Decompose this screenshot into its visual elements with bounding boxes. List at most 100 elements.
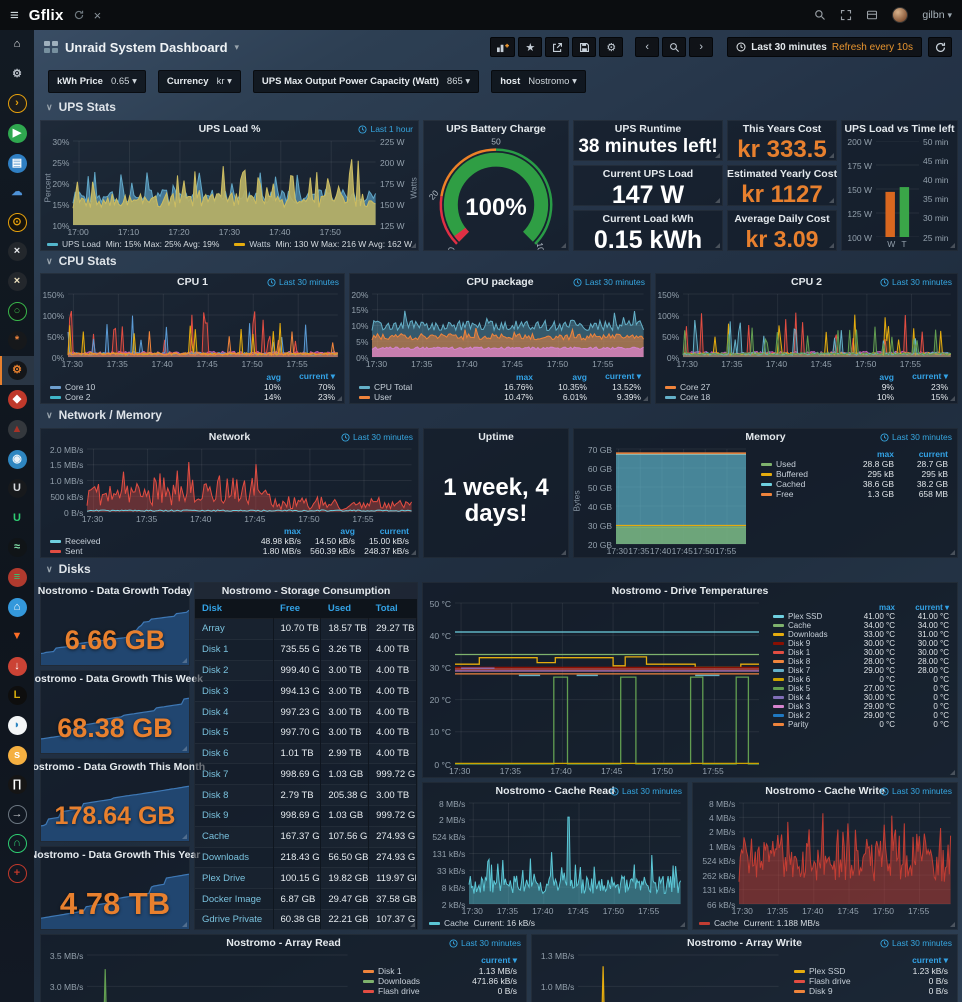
panel-title[interactable]: Uptime [478, 431, 514, 443]
sidebar-item-red-ring-app-icon[interactable]: + [0, 859, 34, 889]
legend-series[interactable]: Cached 38.6 GB 38.2 GB [758, 479, 951, 489]
panel-title[interactable]: CPU package [466, 276, 534, 288]
legend-series[interactable]: Disk 9 30.00 °C 30.00 °C [771, 639, 951, 648]
time-back-button[interactable]: ‹ [635, 37, 660, 57]
panel-title[interactable]: Current UPS Load [602, 168, 694, 180]
legend-series[interactable]: UPS Load Min: 15% Max: 25% Avg: 19% [47, 239, 219, 249]
sidebar-item-search-app-icon[interactable]: ⊙ [0, 208, 34, 238]
time-picker[interactable]: Last 30 minutes Refresh every 10s [727, 37, 922, 57]
legend-series[interactable]: Disk 1 1.13 MB/s [360, 966, 520, 976]
panel-title[interactable]: Network [208, 431, 251, 443]
panel-timerange[interactable]: Last 30 minutes [449, 938, 521, 948]
panel-title[interactable]: UPS Runtime [614, 123, 682, 135]
legend-series[interactable]: Free 1.3 GB 658 MB [758, 489, 951, 499]
legend-series[interactable]: Disk 3 29.00 °C 0 °C [771, 702, 951, 711]
sidebar-item-red-shield-app-icon[interactable]: ◆ [0, 385, 34, 415]
legend-series[interactable]: Watts Min: 130 W Max: 216 W Avg: 162 W [234, 239, 412, 249]
hamburger-menu-icon[interactable]: ≡ [10, 6, 19, 24]
legend-series[interactable]: Plex SSD 41.00 °C 41.00 °C [771, 612, 951, 621]
refresh-button[interactable] [928, 37, 952, 57]
legend-series[interactable]: Disk 4 30.00 °C 0 °C [771, 693, 951, 702]
sidebar-item-gear-icon[interactable]: ⚙ [0, 60, 34, 90]
panel-title[interactable]: Memory [745, 431, 786, 443]
column-header[interactable]: Total [368, 599, 417, 619]
legend-series[interactable]: Plex SSD 1.23 kB/s [791, 966, 951, 976]
sidebar-item-plex-app-icon[interactable]: › [0, 89, 34, 119]
sidebar-item-white-cross-app-icon[interactable]: × [0, 237, 34, 267]
sidebar-item-home-icon[interactable]: ⌂ [0, 30, 34, 60]
sidebar-item-red-download-app-icon[interactable]: ↓ [0, 651, 34, 681]
legend-series[interactable]: Flash drive 0 B/s [360, 986, 520, 996]
panel-title[interactable]: Nostromo - Cache Read [495, 785, 615, 797]
sidebar-item-github-app-icon[interactable]: ∩ [0, 829, 34, 859]
sidebar-item-orange-nodes-app-icon[interactable]: * [0, 326, 34, 356]
panel-title[interactable]: Nostromo - Data Growth This Month [24, 761, 206, 773]
legend-series[interactable]: Cache Current: 1.188 MB/s [699, 918, 820, 928]
panel-timerange[interactable]: Last 30 minutes [880, 938, 952, 948]
legend-series[interactable]: Sent 1.80 MB/s 560.39 kB/s 248.37 kB/s [47, 546, 412, 556]
panel-title[interactable]: Nostromo - Array Read [226, 937, 341, 949]
panel-title[interactable]: This Years Cost [742, 123, 822, 135]
variable-currency[interactable]: Currency kr ▾ [157, 70, 241, 93]
panel-timerange[interactable]: Last 30 minutes [880, 432, 952, 442]
add-panel-button[interactable] [490, 37, 516, 57]
legend-series[interactable]: Parity 0 °C 0 °C [771, 720, 951, 729]
sidebar-item-blue-media-app-icon[interactable]: ▤ [0, 148, 34, 178]
legend-series[interactable]: Core 18 10% 15% [662, 392, 951, 402]
sidebar-item-lazy-app-icon[interactable]: L [0, 681, 34, 711]
sidebar-item-blue-home-app-icon[interactable]: ⌂ [0, 592, 34, 622]
sidebar-item-green-play-app-icon[interactable]: ▶ [0, 119, 34, 149]
legend-series[interactable]: Disk 8 28.00 °C 28.00 °C [771, 657, 951, 666]
sidebar-item-jacket-app-icon[interactable]: ∏ [0, 770, 34, 800]
user-menu[interactable]: gilbn ▾ [922, 9, 952, 21]
panel-title[interactable]: Average Daily Cost [734, 213, 830, 225]
avatar[interactable] [892, 7, 909, 23]
section-cpu-stats[interactable]: ∨ CPU Stats [46, 254, 117, 268]
sidebar-item-tan-cross-app-icon[interactable]: × [0, 267, 34, 297]
panel-timerange[interactable]: Last 30 minutes [573, 277, 645, 287]
sidebar-item-red-triangle-app-icon[interactable]: ▲ [0, 415, 34, 445]
legend-series[interactable]: Downloads 471.86 kB/s [360, 976, 520, 986]
dashboard-title[interactable]: Unraid System Dashboard ▾ [44, 40, 239, 55]
sidebar-item-sab-app-icon[interactable]: s [0, 740, 34, 770]
column-header[interactable]: Disk [195, 599, 274, 619]
legend-series[interactable]: Used 28.8 GB 28.7 GB [758, 459, 951, 469]
fullscreen-icon[interactable] [840, 9, 852, 21]
panels-icon[interactable] [866, 9, 878, 21]
panel-title[interactable]: Nostromo - Data Growth This Week [27, 673, 203, 685]
legend-series[interactable]: Buffered 295 kB 295 kB [758, 469, 951, 479]
legend-series[interactable]: Cache Current: 16 kB/s [429, 918, 535, 928]
sidebar-item-dish-app-icon[interactable]: ≈ [0, 533, 34, 563]
sidebar-item-green-u-app-icon[interactable]: U [0, 504, 34, 534]
panel-title[interactable]: UPS Load vs Time left [844, 123, 955, 135]
save-button[interactable] [572, 37, 597, 57]
sidebar-item-blue-eye-app-icon[interactable]: ◉ [0, 444, 34, 474]
variable-ups-capacity[interactable]: UPS Max Output Power Capacity (Watt) 865 … [252, 70, 480, 93]
panel-title[interactable]: UPS Battery Charge [446, 123, 546, 135]
legend-series[interactable]: Core 27 9% 23% [662, 382, 951, 392]
zoom-out-button[interactable] [662, 37, 687, 57]
legend-series[interactable]: CPU Total 16.76% 10.35% 13.52% [356, 382, 644, 392]
tab-refresh-icon[interactable] [74, 10, 84, 20]
sidebar-item-water-drop-app-icon[interactable]: ◗ [0, 711, 34, 741]
panel-title[interactable]: Nostromo - Data Growth This Year [29, 849, 201, 861]
search-icon[interactable] [814, 9, 826, 21]
legend-series[interactable]: Flash drive 0 B/s [791, 976, 951, 986]
sidebar-item-ubiquiti-app-icon[interactable]: U [0, 474, 34, 504]
panel-title[interactable]: Current Load kWh [602, 213, 694, 225]
legend-series[interactable]: Cache 34.00 °C 34.00 °C [771, 621, 951, 630]
sidebar-item-logout-icon[interactable]: → [0, 799, 34, 829]
panel-timerange[interactable]: Last 30 minutes [610, 786, 682, 796]
legend-series[interactable]: Received 48.98 kB/s 14.50 kB/s 15.00 kB/s [47, 536, 412, 546]
sidebar-item-status-bars-app-icon[interactable]: ≡ [0, 563, 34, 593]
sidebar-item-cloud-app-icon[interactable]: ☁ [0, 178, 34, 208]
variable-host[interactable]: host Nostromo ▾ [491, 70, 586, 93]
panel-title[interactable]: Nostromo - Cache Write [765, 785, 885, 797]
share-button[interactable] [545, 37, 570, 57]
sidebar-item-green-ring-app-icon[interactable]: ○ [0, 296, 34, 326]
column-header[interactable]: Used [320, 599, 369, 619]
legend-series[interactable]: Disk 2 29.00 °C 0 °C [771, 711, 951, 720]
sidebar-item-orange-gear-app-icon[interactable]: ⚙ [0, 355, 34, 386]
